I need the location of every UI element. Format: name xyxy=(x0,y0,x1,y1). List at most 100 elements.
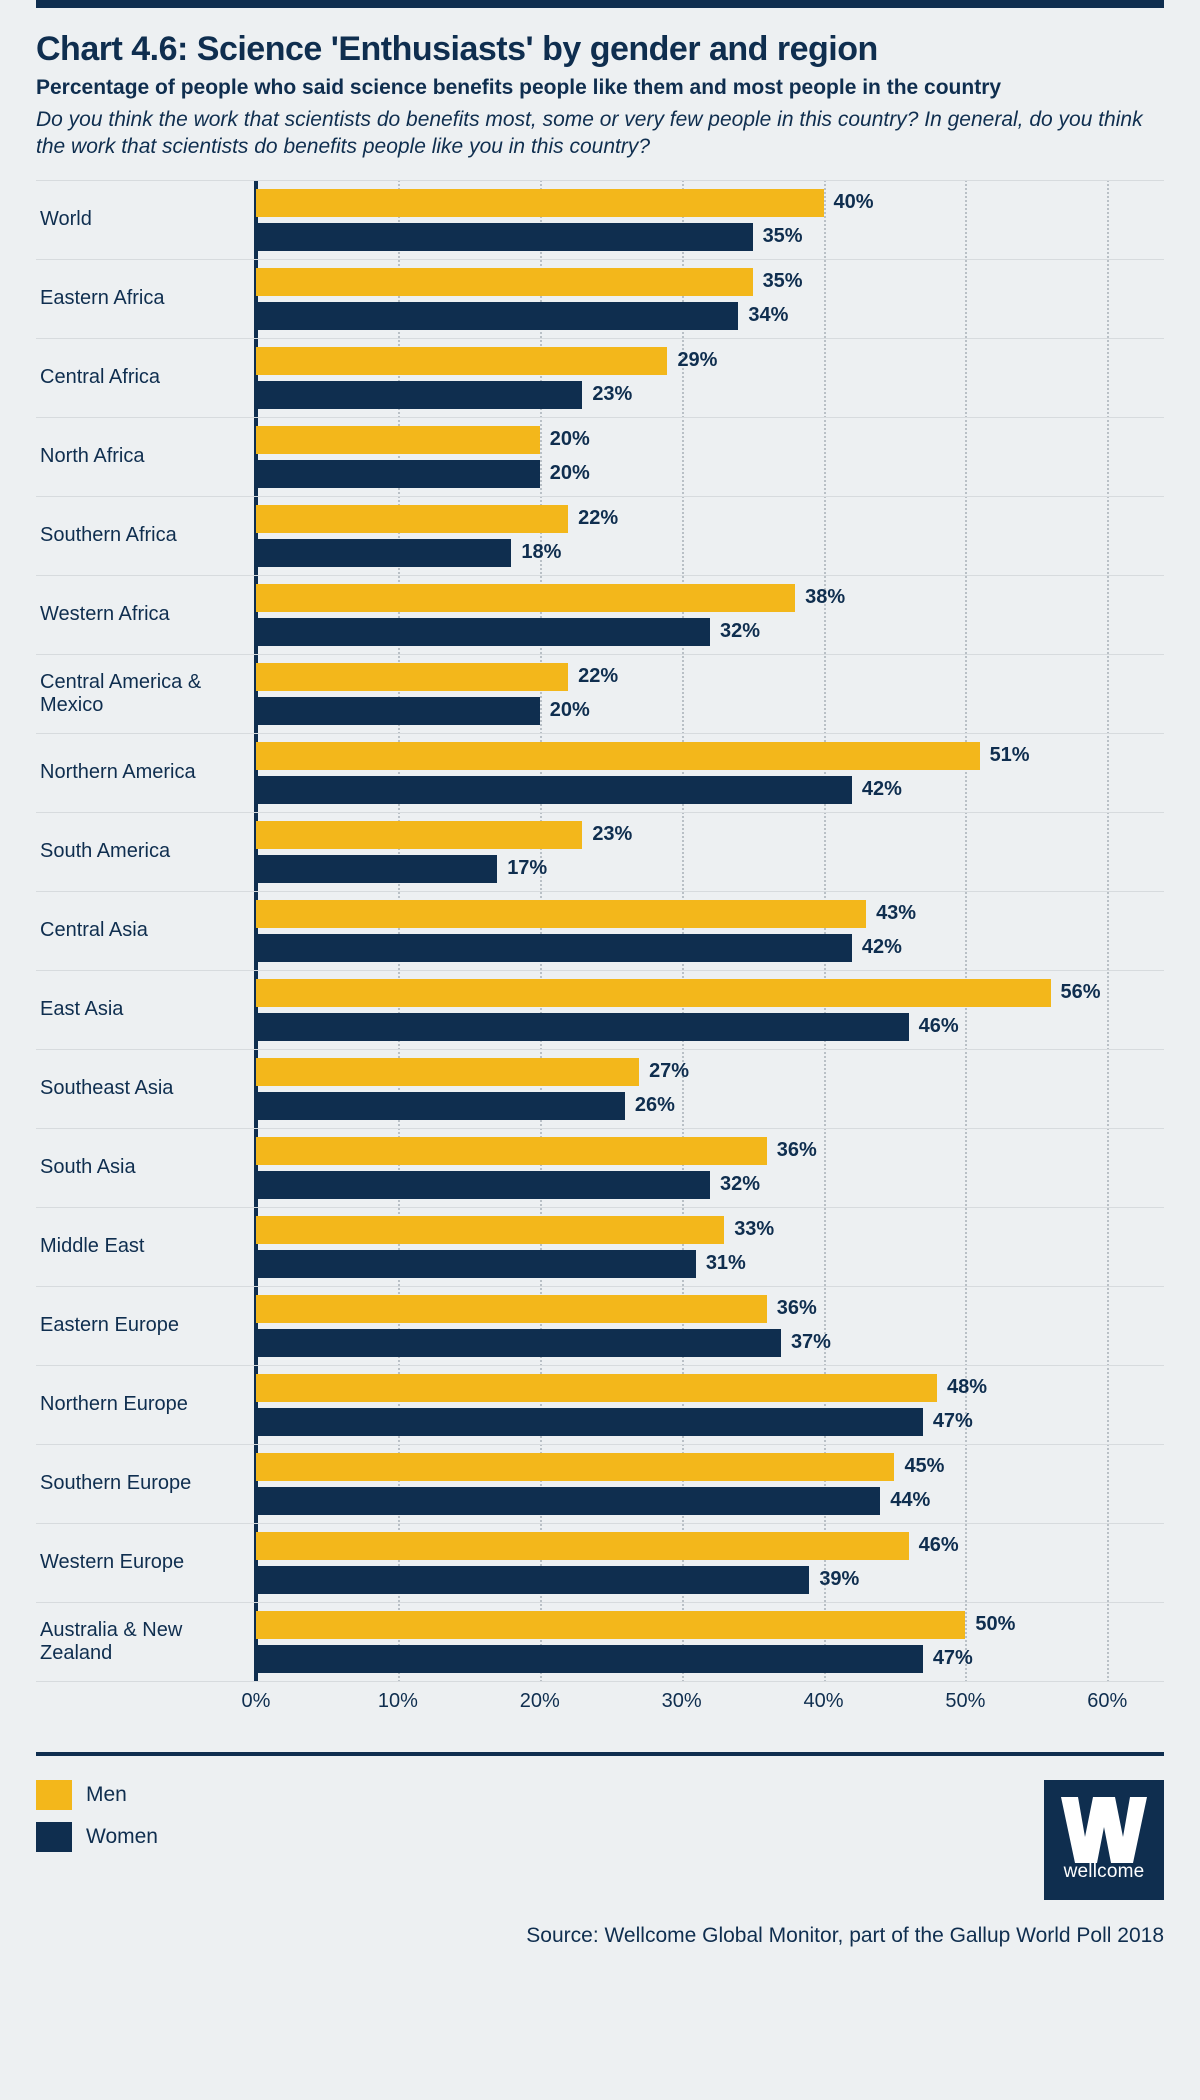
row-bars: 20%20% xyxy=(256,426,1164,488)
bar-women: 44% xyxy=(256,1487,1164,1515)
bar-women: 42% xyxy=(256,934,1164,962)
bar-rect xyxy=(256,776,852,804)
source-text: Source: Wellcome Global Monitor, part of… xyxy=(0,1900,1200,1976)
logo-text: wellcome xyxy=(1064,1861,1145,1883)
bar-women: 47% xyxy=(256,1408,1164,1436)
bar-rect xyxy=(256,1216,724,1244)
row-bars: 43%42% xyxy=(256,900,1164,962)
x-tick-label: 40% xyxy=(803,1690,843,1713)
x-tick-label: 0% xyxy=(242,1690,271,1713)
row-label: Middle East xyxy=(36,1235,256,1258)
row-label: Northern America xyxy=(36,761,256,784)
bar-women: 39% xyxy=(256,1566,1164,1594)
row-bars: 33%31% xyxy=(256,1216,1164,1278)
bar-row: Central America & Mexico22%20% xyxy=(36,654,1164,733)
bar-rows: World40%35% Eastern Africa35%34% Central A… xyxy=(36,180,1164,1682)
bar-value-label: 27% xyxy=(649,1060,689,1083)
bar-women: 42% xyxy=(256,776,1164,804)
bar-row: North Africa20%20% xyxy=(36,417,1164,496)
row-bars: 50%47% xyxy=(256,1611,1164,1673)
row-bars: 36%37% xyxy=(256,1295,1164,1357)
bar-row: Northern America51%42% xyxy=(36,733,1164,812)
row-label: Eastern Africa xyxy=(36,287,256,310)
bar-men: 56% xyxy=(256,979,1164,1007)
bar-row: Western Europe 46% 39% xyxy=(36,1523,1164,1602)
bar-value-label: 29% xyxy=(677,349,717,372)
wellcome-w-icon xyxy=(1061,1797,1147,1863)
bar-value-label: 50% xyxy=(975,1613,1015,1636)
bar-value-label: 23% xyxy=(592,823,632,846)
bar-rect xyxy=(256,1566,809,1594)
bar-rect xyxy=(256,1453,894,1481)
bar-value-label: 46% xyxy=(919,1534,959,1557)
top-rule xyxy=(36,0,1164,8)
bar-rect xyxy=(256,505,568,533)
bar-row: South Asia36%32% xyxy=(36,1128,1164,1207)
bar-rect xyxy=(256,1013,909,1041)
bar-value-label: 36% xyxy=(777,1139,817,1162)
x-axis: 0%10%20%30%40%50%60% xyxy=(256,1682,1164,1722)
bar-row: South America23%17% xyxy=(36,812,1164,891)
row-label: Central Africa xyxy=(36,366,256,389)
legend-item-men: Men xyxy=(36,1780,158,1810)
bar-rect xyxy=(256,1532,909,1560)
row-bars: 48%47% xyxy=(256,1374,1164,1436)
bar-men: 50% xyxy=(256,1611,1164,1639)
bar-rect xyxy=(256,1171,710,1199)
bar-women: 20% xyxy=(256,697,1164,725)
bar-rect xyxy=(256,1250,696,1278)
row-bars: 23%17% xyxy=(256,821,1164,883)
legend-swatch xyxy=(36,1780,72,1810)
bar-value-label: 46% xyxy=(919,1015,959,1038)
row-bars: 38%32% xyxy=(256,584,1164,646)
bar-rect xyxy=(256,934,852,962)
row-bars: 40%35% xyxy=(256,189,1164,251)
bar-rect xyxy=(256,1092,625,1120)
bar-rect xyxy=(256,426,540,454)
row-bars: 22%18% xyxy=(256,505,1164,567)
bar-value-label: 22% xyxy=(578,665,618,688)
row-label: Southern Europe xyxy=(36,1472,256,1495)
row-label: Western Europe xyxy=(36,1551,256,1574)
row-label: East Asia xyxy=(36,998,256,1021)
bar-rect xyxy=(256,855,497,883)
bar-value-label: 34% xyxy=(748,304,788,327)
bar-men: 36% xyxy=(256,1295,1164,1323)
bar-rect xyxy=(256,1645,923,1673)
bar-rect xyxy=(256,268,753,296)
bar-women: 34% xyxy=(256,302,1164,330)
row-bars: 45%44% xyxy=(256,1453,1164,1515)
bar-men: 38% xyxy=(256,584,1164,612)
bar-value-label: 26% xyxy=(635,1094,675,1117)
bar-men: 45% xyxy=(256,1453,1164,1481)
bar-men: 43% xyxy=(256,900,1164,928)
row-bars: 29%23% xyxy=(256,347,1164,409)
bar-value-label: 32% xyxy=(720,1173,760,1196)
bar-row: Australia & New Zealand50%47% xyxy=(36,1602,1164,1682)
bar-value-label: 31% xyxy=(706,1252,746,1275)
bar-women: 46% xyxy=(256,1013,1164,1041)
row-label: World xyxy=(36,208,256,231)
row-bars: 35%34% xyxy=(256,268,1164,330)
legend-label: Women xyxy=(86,1825,158,1849)
bar-row: Central Africa29%23% xyxy=(36,338,1164,417)
row-label: North Africa xyxy=(36,445,256,468)
bar-women: 37% xyxy=(256,1329,1164,1357)
row-label: Eastern Europe xyxy=(36,1314,256,1337)
bar-value-label: 45% xyxy=(904,1455,944,1478)
legend-item-women: Women xyxy=(36,1822,158,1852)
bar-rect xyxy=(256,1487,880,1515)
chart-header: Chart 4.6: Science 'Enthusiasts' by gend… xyxy=(0,8,1200,170)
bar-value-label: 37% xyxy=(791,1331,831,1354)
bar-rect xyxy=(256,979,1051,1007)
legend-area: Men Women wellcome xyxy=(0,1756,1200,1900)
bar-row: East Asia56% 46% xyxy=(36,970,1164,1049)
bar-men: 33% xyxy=(256,1216,1164,1244)
bar-rect xyxy=(256,1374,937,1402)
row-bars: 27%26% xyxy=(256,1058,1164,1120)
bar-value-label: 20% xyxy=(550,699,590,722)
bar-women: 32% xyxy=(256,1171,1164,1199)
bar-value-label: 47% xyxy=(933,1647,973,1670)
bar-row: Southern Europe45%44% xyxy=(36,1444,1164,1523)
bar-value-label: 22% xyxy=(578,507,618,530)
